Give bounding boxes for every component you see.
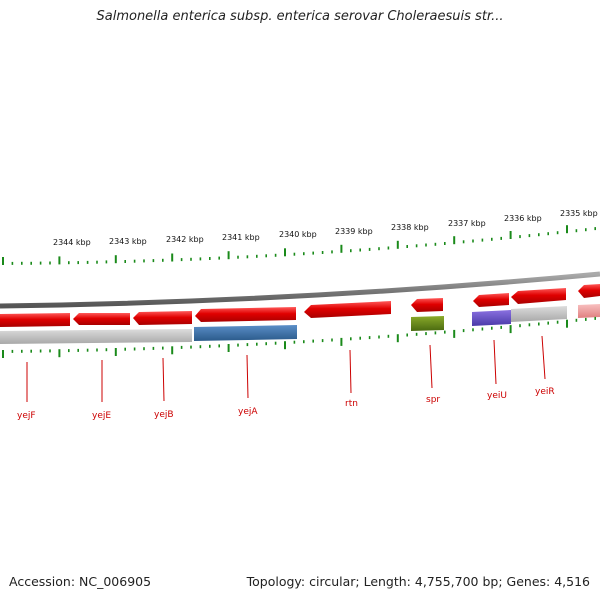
gene-label-lines xyxy=(26,335,546,402)
gene-labels: yejF yejE yejB yejA rtn spr yeiU yeiR xyxy=(17,387,555,421)
gene-label-yejB[interactable]: yejB xyxy=(154,410,174,420)
gene-arrow-next[interactable] xyxy=(578,284,600,298)
tick-label-2344: 2344 kbp xyxy=(53,238,91,247)
leader-line-spr xyxy=(429,344,433,389)
leader-line-yejA xyxy=(246,354,249,399)
gene-arrow-yejA[interactable] xyxy=(195,307,296,322)
inner-tick-ring xyxy=(2,316,597,358)
leader-line-yeiU xyxy=(493,339,497,385)
gene-arrow-rtn[interactable] xyxy=(304,301,391,318)
cog-bars xyxy=(0,304,600,344)
cog-bar-pink xyxy=(578,304,600,318)
gene-arrow-spr[interactable] xyxy=(411,298,443,312)
gene-label-yeiR[interactable]: yeiR xyxy=(535,387,555,397)
tick-label-2341: 2341 kbp xyxy=(222,233,260,242)
gene-label-yejE[interactable]: yejE xyxy=(92,411,111,421)
gene-label-yejF[interactable]: yejF xyxy=(17,411,36,421)
tick-label-2339: 2339 kbp xyxy=(335,227,373,236)
gene-label-rtn[interactable]: rtn xyxy=(345,399,358,409)
leader-line-rtn xyxy=(349,349,352,394)
leader-line-yejB xyxy=(162,357,165,402)
accession-text: Accession: NC_006905 xyxy=(9,574,152,589)
outer-tick-ring xyxy=(2,225,597,265)
tick-label-2342: 2342 kbp xyxy=(166,235,204,244)
cog-bar-gray-right xyxy=(511,306,567,322)
gene-arrow-yeiU[interactable] xyxy=(473,293,509,307)
tick-label-2336: 2336 kbp xyxy=(504,214,542,223)
tick-labels: 2344 kbp 2343 kbp 2342 kbp 2341 kbp 2340… xyxy=(53,209,598,247)
tick-label-2338: 2338 kbp xyxy=(391,223,429,232)
leader-line-yeiR xyxy=(541,335,546,380)
gene-arrow-yejF[interactable] xyxy=(0,313,70,327)
cog-bar-blue xyxy=(194,325,297,341)
cog-bar-gray-left xyxy=(0,329,192,344)
tick-label-2335: 2335 kbp xyxy=(560,209,598,218)
tick-label-2340: 2340 kbp xyxy=(279,230,317,239)
gene-label-yeiU[interactable]: yeiU xyxy=(487,391,507,401)
gene-arrows xyxy=(0,284,600,327)
cog-bar-olive xyxy=(411,316,444,331)
genome-summary-text: Topology: circular; Length: 4,755,700 bp… xyxy=(246,574,590,589)
gene-label-yejA[interactable]: yejA xyxy=(238,407,258,417)
tick-label-2337: 2337 kbp xyxy=(448,219,486,228)
map-title: Salmonella enterica subsp. enterica sero… xyxy=(96,9,504,24)
tick-label-2343: 2343 kbp xyxy=(109,237,147,246)
gene-arrow-yejE[interactable] xyxy=(73,313,130,325)
gene-arrow-yeiR[interactable] xyxy=(511,288,566,304)
cog-bar-purple xyxy=(472,310,511,326)
gene-label-spr[interactable]: spr xyxy=(426,395,440,405)
gene-arrow-yejB[interactable] xyxy=(133,311,192,325)
backbone-arc xyxy=(0,271,600,309)
